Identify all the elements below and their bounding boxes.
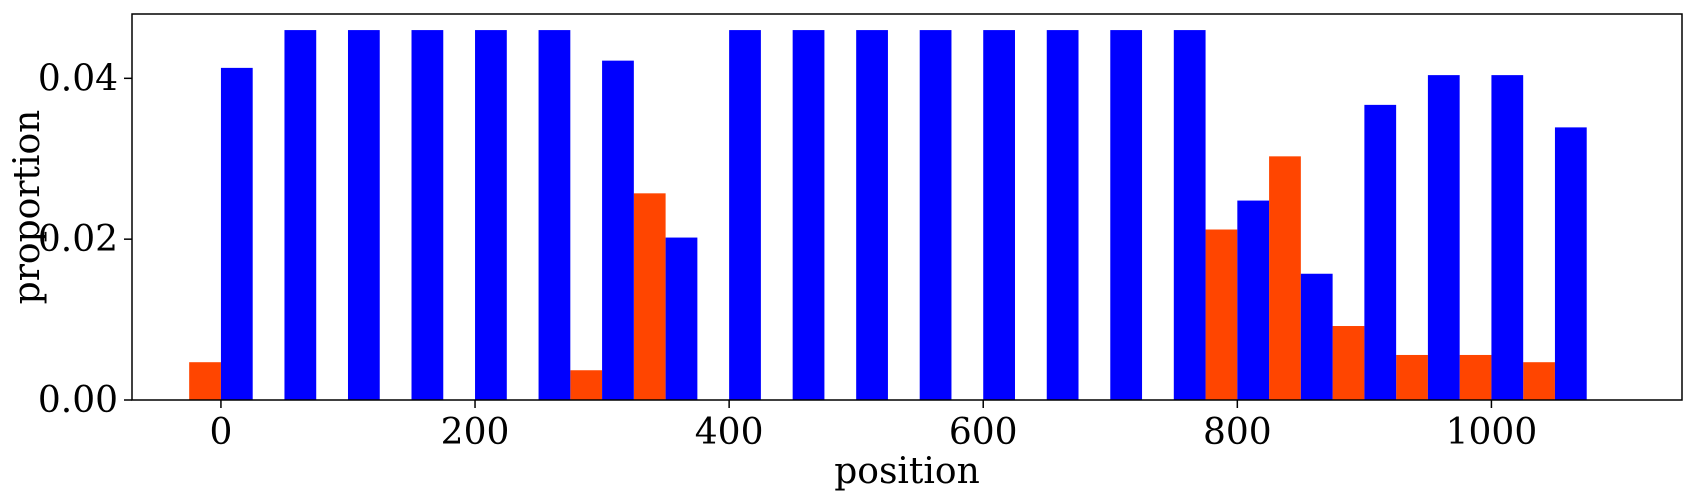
x-tick-label: 800: [1203, 412, 1272, 453]
bar-series-0-0: [189, 362, 221, 400]
plot-frame: [131, 13, 1683, 401]
bar-series-0-900: [1332, 326, 1365, 400]
bar-series-1-150: [411, 30, 444, 400]
bar-series-1-900: [1364, 104, 1397, 400]
bar-series-1-400: [729, 30, 761, 400]
bars-layer: [189, 30, 1587, 401]
bar-series-1-450: [792, 30, 825, 400]
bar-series-1-500: [856, 30, 888, 400]
bar-series-1-800: [1237, 200, 1270, 400]
bar-series-0-850: [1269, 156, 1301, 400]
x-tick-label: 0: [209, 412, 232, 453]
bar-series-0-350: [633, 193, 666, 400]
x-tick-label: 400: [695, 412, 764, 453]
y-tick-label: 0.02: [38, 219, 118, 260]
bar-series-0-1050: [1523, 362, 1555, 400]
x-axis-label: position: [834, 451, 980, 492]
y-axis-label: proportion: [7, 110, 48, 305]
bar-series-1-1050: [1554, 127, 1587, 400]
x-tick-label: 600: [949, 412, 1018, 453]
bar-series-0-300: [570, 370, 603, 400]
x-tick-label: 200: [441, 412, 510, 453]
bar-series-1-750: [1173, 30, 1206, 400]
bar-series-1-850: [1300, 273, 1333, 400]
bar-series-1-200: [475, 30, 507, 400]
bar-series-0-800: [1205, 229, 1238, 400]
bar-series-0-1000: [1459, 354, 1492, 400]
bar-series-1-100: [347, 30, 380, 400]
bar-series-1-950: [1427, 75, 1460, 400]
bar-series-1-350: [665, 237, 698, 400]
bar-series-1-300: [602, 60, 634, 401]
bar-series-1-0: [220, 67, 253, 401]
ticks-layer: 0 200 400 600 800 1000 0.00 0.02 0.04: [38, 58, 1537, 453]
bar-series-1-1000: [1491, 75, 1524, 400]
bar-series-1-550: [919, 30, 952, 400]
bar-series-1-250: [538, 30, 571, 400]
bar-series-0-950: [1396, 354, 1428, 400]
y-tick-label: 0.04: [38, 58, 118, 99]
bar-series-1-700: [1110, 30, 1143, 400]
bar-series-1-650: [1046, 30, 1079, 400]
x-tick-label: 1000: [1446, 412, 1538, 453]
bar-series-1-50: [284, 30, 317, 400]
bar-series-1-600: [983, 30, 1015, 400]
y-tick-label: 0.00: [38, 380, 118, 421]
